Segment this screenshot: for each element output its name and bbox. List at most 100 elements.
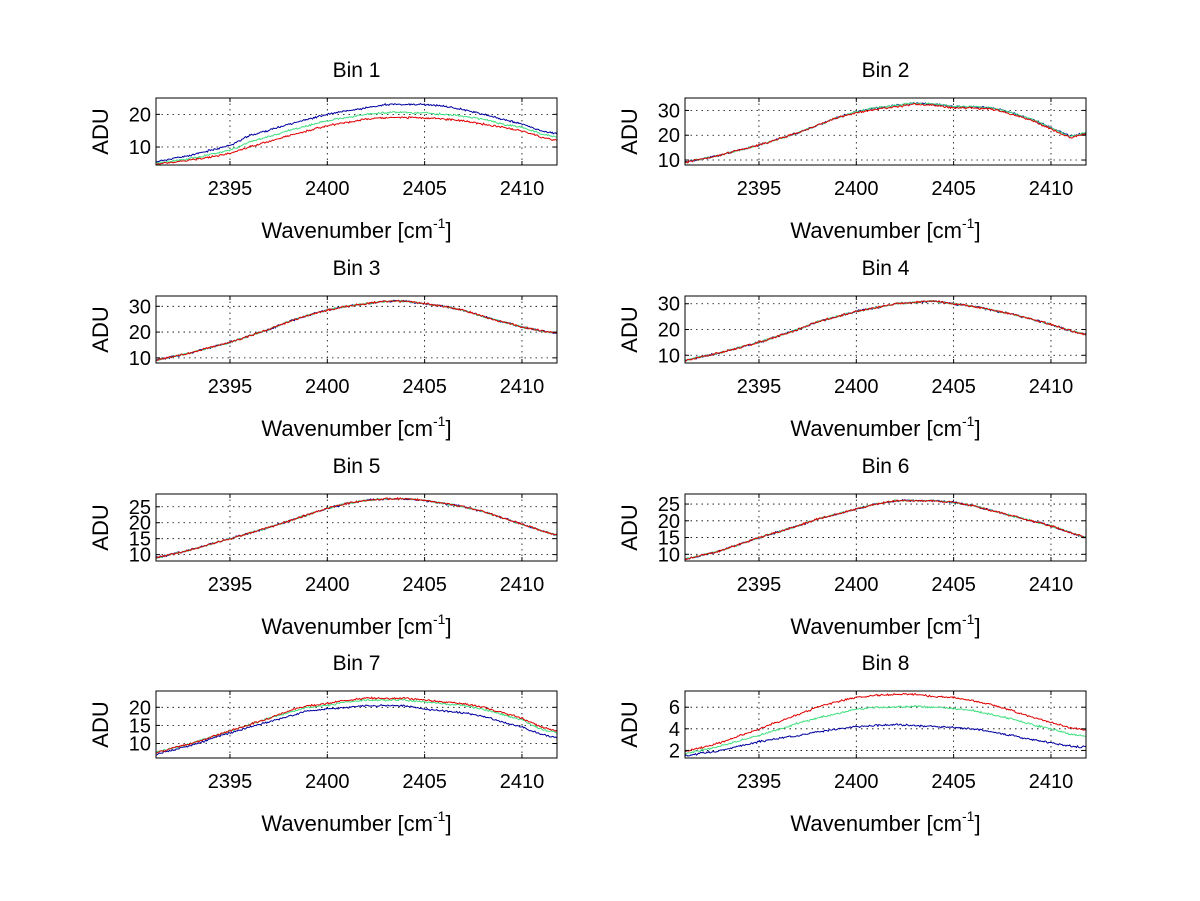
panel-7-series-1 <box>156 704 557 756</box>
panel-7-xtick-label-3: 2410 <box>500 771 545 793</box>
panel-6-xlabel: Wavenumber [cm-1] <box>790 611 980 639</box>
panel-1-ytick-label-0: 10 <box>129 137 151 159</box>
panel-7-xlabel: Wavenumber [cm-1] <box>261 808 451 836</box>
panel-6-series-3 <box>685 499 1086 561</box>
panel-5-xlabel: Wavenumber [cm-1] <box>261 611 451 639</box>
panel-3-ytick-label-0: 10 <box>129 348 151 370</box>
panel-2-series-3 <box>685 102 1086 164</box>
panel-1-xtick-label-1: 2400 <box>305 178 350 200</box>
panel-6-xtick-label-3: 2410 <box>1029 574 1074 596</box>
panel-2-xtick-label-1: 2400 <box>834 178 879 200</box>
panel-8-ytick-label-2: 6 <box>669 697 680 719</box>
panel-8-series-2 <box>685 704 1086 755</box>
panel-5-axes-box <box>155 493 558 562</box>
panel-3-axes-box <box>155 295 558 364</box>
panel-3-xlabel-end: ] <box>445 416 451 441</box>
panel-2-ytick-label-0: 10 <box>658 150 680 172</box>
panel-6-xtick-label-0: 2395 <box>737 574 782 596</box>
panel-3-xtick-label-0: 2395 <box>208 376 253 398</box>
panel-1-series-1 <box>156 103 557 163</box>
panel-7-ytick-label-2: 20 <box>129 697 151 719</box>
panel-5-xtick-label-2: 2405 <box>402 574 447 596</box>
panel-8-xtick-label-0: 2395 <box>737 771 782 793</box>
panel-4-xtick-label-1: 2400 <box>834 376 879 398</box>
panel-2-xlabel-end: ] <box>974 218 980 243</box>
panel-6-ytick-label-1: 15 <box>658 528 680 550</box>
panel-6-xlabel-end: ] <box>974 614 980 639</box>
panel-8-xlabel-main: Wavenumber [cm <box>790 811 962 836</box>
panel-3-ylabel: ADU <box>88 306 113 352</box>
panel-7-ylabel: ADU <box>88 701 113 747</box>
panel-8-title: Bin 8 <box>862 652 910 675</box>
panel-5-ytick-label-1: 15 <box>129 529 151 551</box>
panel-3-ytick-label-1: 20 <box>129 322 151 344</box>
panel-5-xlabel-main: Wavenumber [cm <box>261 614 433 639</box>
panel-1-xlabel-main: Wavenumber [cm <box>261 218 433 243</box>
panel-6-ytick-label-3: 25 <box>658 494 680 516</box>
panel-8-axes-box <box>684 690 1087 759</box>
panel-6-ytick-label-0: 10 <box>658 544 680 566</box>
panel-4: 2395 2400 2405 2410 10 20 30 Bin 4 ADU Wavenumber… <box>617 257 1087 441</box>
panel-1-xtick-label-3: 2410 <box>500 178 545 200</box>
panel-2-xtick-label-3: 2410 <box>1029 178 1074 200</box>
panel-5-series-group <box>156 497 557 559</box>
panel-8-series-1 <box>685 723 1086 757</box>
panel-7-xtick-label-0: 2395 <box>208 771 253 793</box>
panel-5-xtick-label-3: 2410 <box>500 574 545 596</box>
panel-3-xlabel: Wavenumber [cm-1] <box>261 413 451 441</box>
panel-7-ytick-label-1: 15 <box>129 715 151 737</box>
panel-2-ylabel: ADU <box>617 108 642 154</box>
panel-8-ylabel: ADU <box>617 701 642 747</box>
panel-8: 2395 2400 2405 2410 246 Bin 8 ADU Wavenumber [c… <box>617 652 1087 836</box>
panel-1-xlabel-sup: -1 <box>433 215 446 231</box>
panel-8-series-group <box>685 692 1086 757</box>
panel-1-xtick-label-2: 2405 <box>402 178 447 200</box>
panel-7-xtick-label-1: 2400 <box>305 771 350 793</box>
panel-5-ytick-label-2: 20 <box>129 513 151 535</box>
panel-4-ylabel: ADU <box>617 306 642 352</box>
panel-1-xlabel: Wavenumber [cm-1] <box>261 215 451 243</box>
panel-5-xtick-label-1: 2400 <box>305 574 350 596</box>
panel-4-title: Bin 4 <box>862 257 910 280</box>
panel-5-xlabel-end: ] <box>445 614 451 639</box>
panel-6-xtick-label-2: 2405 <box>931 574 976 596</box>
panel-2-ytick-label-1: 20 <box>658 125 680 147</box>
panel-2: 2395 2400 2405 2410 10 20 30 Bin 2 ADU Wavenumber… <box>617 59 1087 243</box>
panel-5-xtick-label-0: 2395 <box>208 574 253 596</box>
panel-8-xlabel-sup: -1 <box>962 808 975 824</box>
panel-4-ytick-label-0: 10 <box>658 345 680 367</box>
panel-7-xtick-label-2: 2405 <box>402 771 447 793</box>
panel-6-ytick-label-2: 20 <box>658 511 680 533</box>
panel-2-series-2 <box>685 101 1086 164</box>
panel-5-ytick-label-3: 25 <box>129 497 151 519</box>
panel-6-xlabel-main: Wavenumber [cm <box>790 614 962 639</box>
panel-4-xlabel-main: Wavenumber [cm <box>790 416 962 441</box>
panel-5-title: Bin 5 <box>333 455 381 478</box>
panel-5-ytick-label-0: 10 <box>129 545 151 567</box>
panel-4-xtick-label-3: 2410 <box>1029 376 1074 398</box>
panel-7-series-3 <box>156 696 557 754</box>
panel-7-xlabel-end: ] <box>445 811 451 836</box>
panel-6-axes-box <box>684 493 1087 562</box>
panel-7-series-group <box>156 696 557 756</box>
panel-8-xlabel: Wavenumber [cm-1] <box>790 808 980 836</box>
panel-4-xlabel-end: ] <box>974 416 980 441</box>
panel-6-series-group <box>685 499 1086 561</box>
panel-3-title: Bin 3 <box>333 257 381 280</box>
panel-2-axes-box <box>684 97 1087 166</box>
panel-5-ylabel: ADU <box>88 504 113 550</box>
panel-4-series-3 <box>685 300 1086 362</box>
panel-7-ytick-label-0: 10 <box>129 734 151 756</box>
panel-1-series-group <box>156 103 557 165</box>
panel-7-axes-box <box>155 690 558 759</box>
panel-8-xlabel-end: ] <box>974 811 980 836</box>
panel-4-xtick-label-2: 2405 <box>931 376 976 398</box>
panel-3: 2395 2400 2405 2410 10 20 30 Bin 3 ADU Wavenumber… <box>88 257 558 441</box>
panel-7-xlabel-main: Wavenumber [cm <box>261 811 433 836</box>
panel-1-ylabel: ADU <box>88 108 113 154</box>
panel-2-ytick-label-2: 30 <box>658 100 680 122</box>
